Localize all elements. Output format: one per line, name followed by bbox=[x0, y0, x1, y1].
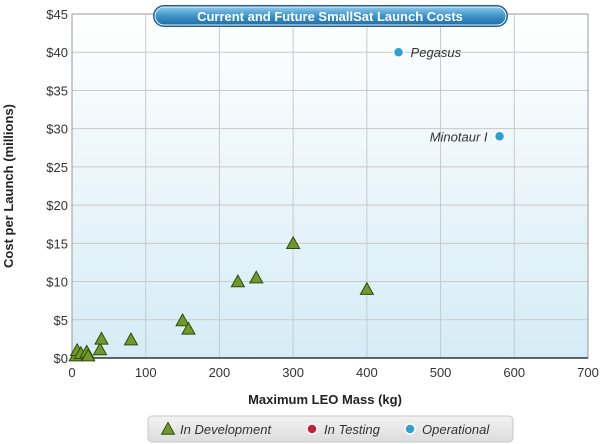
data-point-triangle bbox=[94, 331, 109, 345]
y-tick-label: $40 bbox=[46, 45, 68, 60]
legend-marker-triangle bbox=[160, 421, 176, 435]
data-point-label: Pegasus bbox=[411, 45, 462, 60]
plot-area bbox=[72, 14, 588, 358]
y-tick-label: $35 bbox=[46, 83, 68, 98]
title-pill bbox=[154, 6, 507, 26]
y-tick-label: $15 bbox=[46, 236, 68, 251]
x-tick-label: 200 bbox=[209, 365, 231, 380]
data-point-circle bbox=[392, 46, 405, 58]
chart-title: Current and Future SmallSat Launch Costs bbox=[197, 9, 463, 24]
x-tick-label: 600 bbox=[503, 365, 525, 380]
y-axis-label: Cost per Launch (millions) bbox=[1, 104, 16, 268]
legend-box bbox=[147, 415, 514, 443]
data-point-triangle bbox=[92, 342, 108, 356]
x-tick-label: 300 bbox=[282, 365, 304, 380]
x-tick-label: 500 bbox=[430, 365, 452, 380]
data-point-triangle bbox=[175, 313, 190, 327]
y-tick-label: $0 bbox=[54, 351, 68, 366]
legend-marker-circle bbox=[306, 423, 318, 435]
x-axis-label: Maximum LEO Mass (kg) bbox=[248, 392, 402, 407]
legend-label: Operational bbox=[422, 422, 490, 437]
data-point-triangle bbox=[359, 281, 375, 295]
data-point-triangle bbox=[181, 321, 196, 335]
y-tick-label: $25 bbox=[46, 160, 68, 175]
data-point-triangle bbox=[230, 274, 246, 288]
y-tick-label: $5 bbox=[54, 313, 68, 328]
x-tick-label: 700 bbox=[577, 365, 599, 380]
data-point-triangle bbox=[123, 332, 139, 346]
legend-label: In Development bbox=[180, 422, 272, 437]
x-tick-label: 0 bbox=[68, 365, 75, 380]
data-point-triangle bbox=[248, 270, 264, 284]
legend-label: In Testing bbox=[324, 422, 381, 437]
y-tick-label: $30 bbox=[46, 122, 68, 137]
data-point-triangle bbox=[80, 348, 96, 362]
data-point-circle bbox=[493, 130, 506, 143]
x-tick-label: 400 bbox=[356, 365, 378, 380]
legend-marker-circle bbox=[404, 423, 416, 435]
y-tick-label: $45 bbox=[46, 7, 68, 22]
y-tick-label: $20 bbox=[46, 198, 68, 213]
x-tick-label: 100 bbox=[135, 365, 157, 380]
data-point-triangle bbox=[285, 235, 301, 250]
y-tick-label: $10 bbox=[46, 275, 68, 290]
data-point-label: Minotaur I bbox=[430, 129, 488, 144]
